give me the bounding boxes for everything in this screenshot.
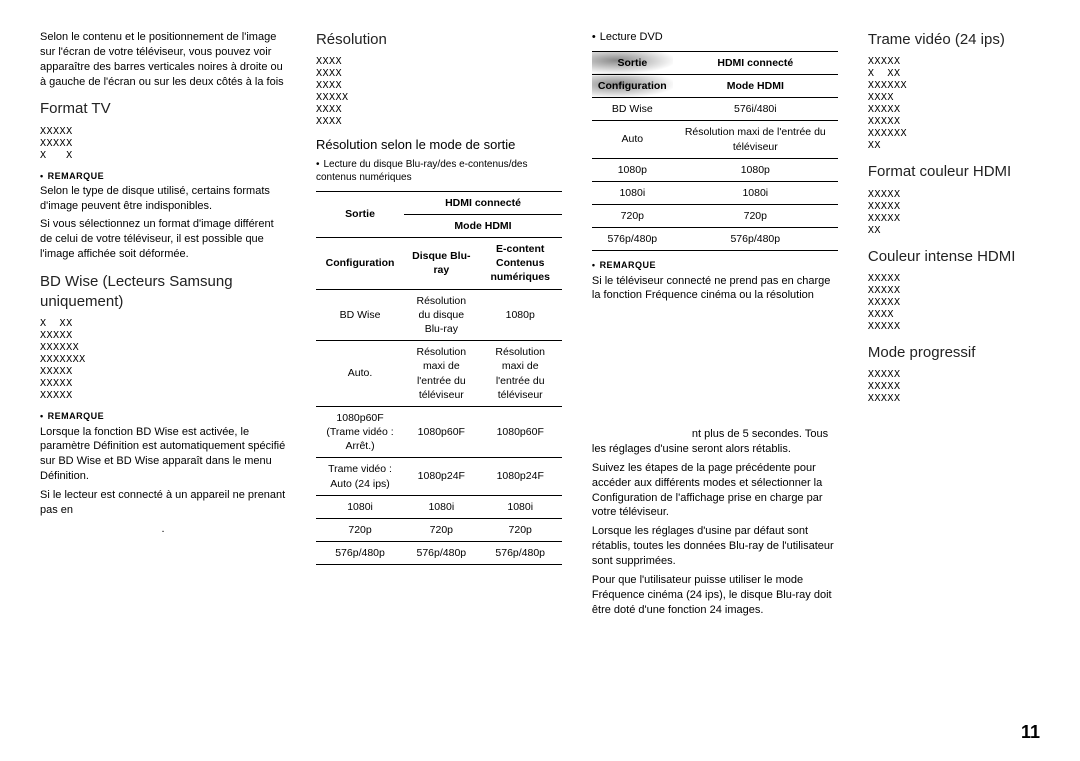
cell: Résolution maxi de l'entrée du téléviseu… — [404, 341, 478, 407]
cell: 576i/480i — [673, 98, 838, 121]
th-mode: Mode HDMI — [404, 214, 562, 237]
cell: 1080p24F — [404, 458, 478, 495]
cell: 576p/480p — [404, 542, 478, 565]
th-sortie: Sortie — [592, 51, 673, 74]
placeholder-block: XXXX XXXX XXXX XXXXX XXXX XXXX — [316, 56, 562, 128]
cell: Résolution du disque Blu-ray — [404, 289, 478, 341]
cell: 576p/480p — [479, 542, 562, 565]
cell: 1080p — [592, 158, 673, 181]
column-2: Résolution XXXX XXXX XXXX XXXXX XXXX XXX… — [316, 30, 562, 621]
th-hdmi: HDMI connecté — [673, 51, 838, 74]
resolution-table-dvd: Sortie HDMI connecté Configuration Mode … — [592, 51, 838, 252]
cell: 1080i — [479, 495, 562, 518]
page-number: 11 — [1021, 722, 1040, 743]
cell: 1080i — [316, 495, 404, 518]
intro-paragraph: Selon le contenu et le positionnement de… — [40, 30, 286, 89]
cell: 720p — [479, 518, 562, 541]
note-text: Si vous sélectionnez un format d'image d… — [40, 217, 286, 262]
th-sortie: Sortie — [316, 191, 404, 237]
cell: 1080i — [592, 181, 673, 204]
body-paragraph: nt plus de 5 secondes. Tous les réglages… — [592, 427, 838, 457]
cell: 720p — [673, 205, 838, 228]
cell: 1080p — [479, 289, 562, 341]
placeholder-block: XXXXX XXXXX XXXXX — [868, 369, 1040, 405]
th-hdmi: HDMI connecté — [404, 191, 562, 214]
placeholder-block: X XX XXXXX XXXXXX XXXXXXX XXXXX XXXXX XX… — [40, 318, 286, 402]
note-label: REMARQUE — [40, 170, 286, 182]
cell: 1080p60F — [404, 406, 478, 458]
bullet-text: Lecture du disque Blu-ray/des e-contenus… — [316, 158, 562, 185]
resolution-table-bluray: Sortie HDMI connecté Mode HDMI Configura… — [316, 191, 562, 565]
body-paragraph: Suivez les étapes de la page précédente … — [592, 461, 838, 520]
cell: Trame vidéo : Auto (24 ips) — [316, 458, 404, 495]
cell: 720p — [404, 518, 478, 541]
column-1: Selon le contenu et le positionnement de… — [40, 30, 286, 621]
body-paragraph: Lorsque les réglages d'usine par défaut … — [592, 524, 838, 569]
heading-format-hdmi: Format couleur HDMI — [868, 162, 1040, 182]
cell: 1080p — [673, 158, 838, 181]
heading-resolution: Résolution — [316, 30, 562, 50]
column-3: Lecture DVD Sortie HDMI connecté Configu… — [592, 30, 838, 621]
cell: 576p/480p — [316, 542, 404, 565]
bullet-text: Lecture DVD — [592, 30, 838, 45]
cell: BD Wise — [592, 98, 673, 121]
th-econtent: E-content Contenus numériques — [479, 238, 562, 290]
cell: 1080i — [404, 495, 478, 518]
cell: 720p — [592, 205, 673, 228]
cell: Auto. — [316, 341, 404, 407]
heading-couleur: Couleur intense HDMI — [868, 247, 1040, 267]
column-4: Trame vidéo (24 ips) XXXXX X XX XXXXXX X… — [868, 30, 1040, 621]
subheading-res-mode: Résolution selon le mode de sortie — [316, 136, 562, 154]
th-config: Configuration — [592, 75, 673, 98]
heading-mode-prog: Mode progressif — [868, 343, 1040, 363]
cell: 1080i — [673, 181, 838, 204]
cell: 720p — [316, 518, 404, 541]
heading-format-tv: Format TV — [40, 99, 286, 119]
page-content: Selon le contenu et le positionnement de… — [40, 30, 1040, 621]
cell: 1080p60F — [479, 406, 562, 458]
th-bluray: Disque Blu-ray — [404, 238, 478, 290]
note-text: Selon le type de disque utilisé, certain… — [40, 184, 286, 214]
cell: 1080p60F (Trame vidéo : Arrêt.) — [316, 406, 404, 458]
placeholder-block: XXXXX X XX XXXXXX XXXX XXXXX XXXXX XXXXX… — [868, 56, 1040, 152]
placeholder-block: XXXXX XXXXX XXXXX XXXX XXXXX — [868, 273, 1040, 333]
th-config: Configuration — [316, 238, 404, 290]
note-text: Si le lecteur est connecté à un appareil… — [40, 488, 286, 518]
placeholder-block: XXXXX XXXXX XXXXX XX — [868, 189, 1040, 237]
note-text: . — [40, 522, 286, 537]
heading-trame: Trame vidéo (24 ips) — [868, 30, 1040, 50]
cell: 576p/480p — [592, 228, 673, 251]
cell: Auto — [592, 121, 673, 158]
th-mode: Mode HDMI — [673, 75, 838, 98]
note-text: Lorsque la fonction BD Wise est activée,… — [40, 425, 286, 484]
note-label: REMARQUE — [40, 410, 286, 422]
cell: BD Wise — [316, 289, 404, 341]
cell: Résolution maxi de l'entrée du téléviseu… — [673, 121, 838, 158]
cell: Résolution maxi de l'entrée du téléviseu… — [479, 341, 562, 407]
cell: 1080p24F — [479, 458, 562, 495]
placeholder-block: XXXXX XXXXX X X — [40, 126, 286, 162]
body-paragraph: Pour que l'utilisateur puisse utiliser l… — [592, 573, 838, 618]
note-text: Si le téléviseur connecté ne prend pas e… — [592, 274, 838, 304]
heading-bdwise: BD Wise (Lecteurs Samsung uniquement) — [40, 272, 286, 313]
note-label: REMARQUE — [592, 259, 838, 271]
cell: 576p/480p — [673, 228, 838, 251]
